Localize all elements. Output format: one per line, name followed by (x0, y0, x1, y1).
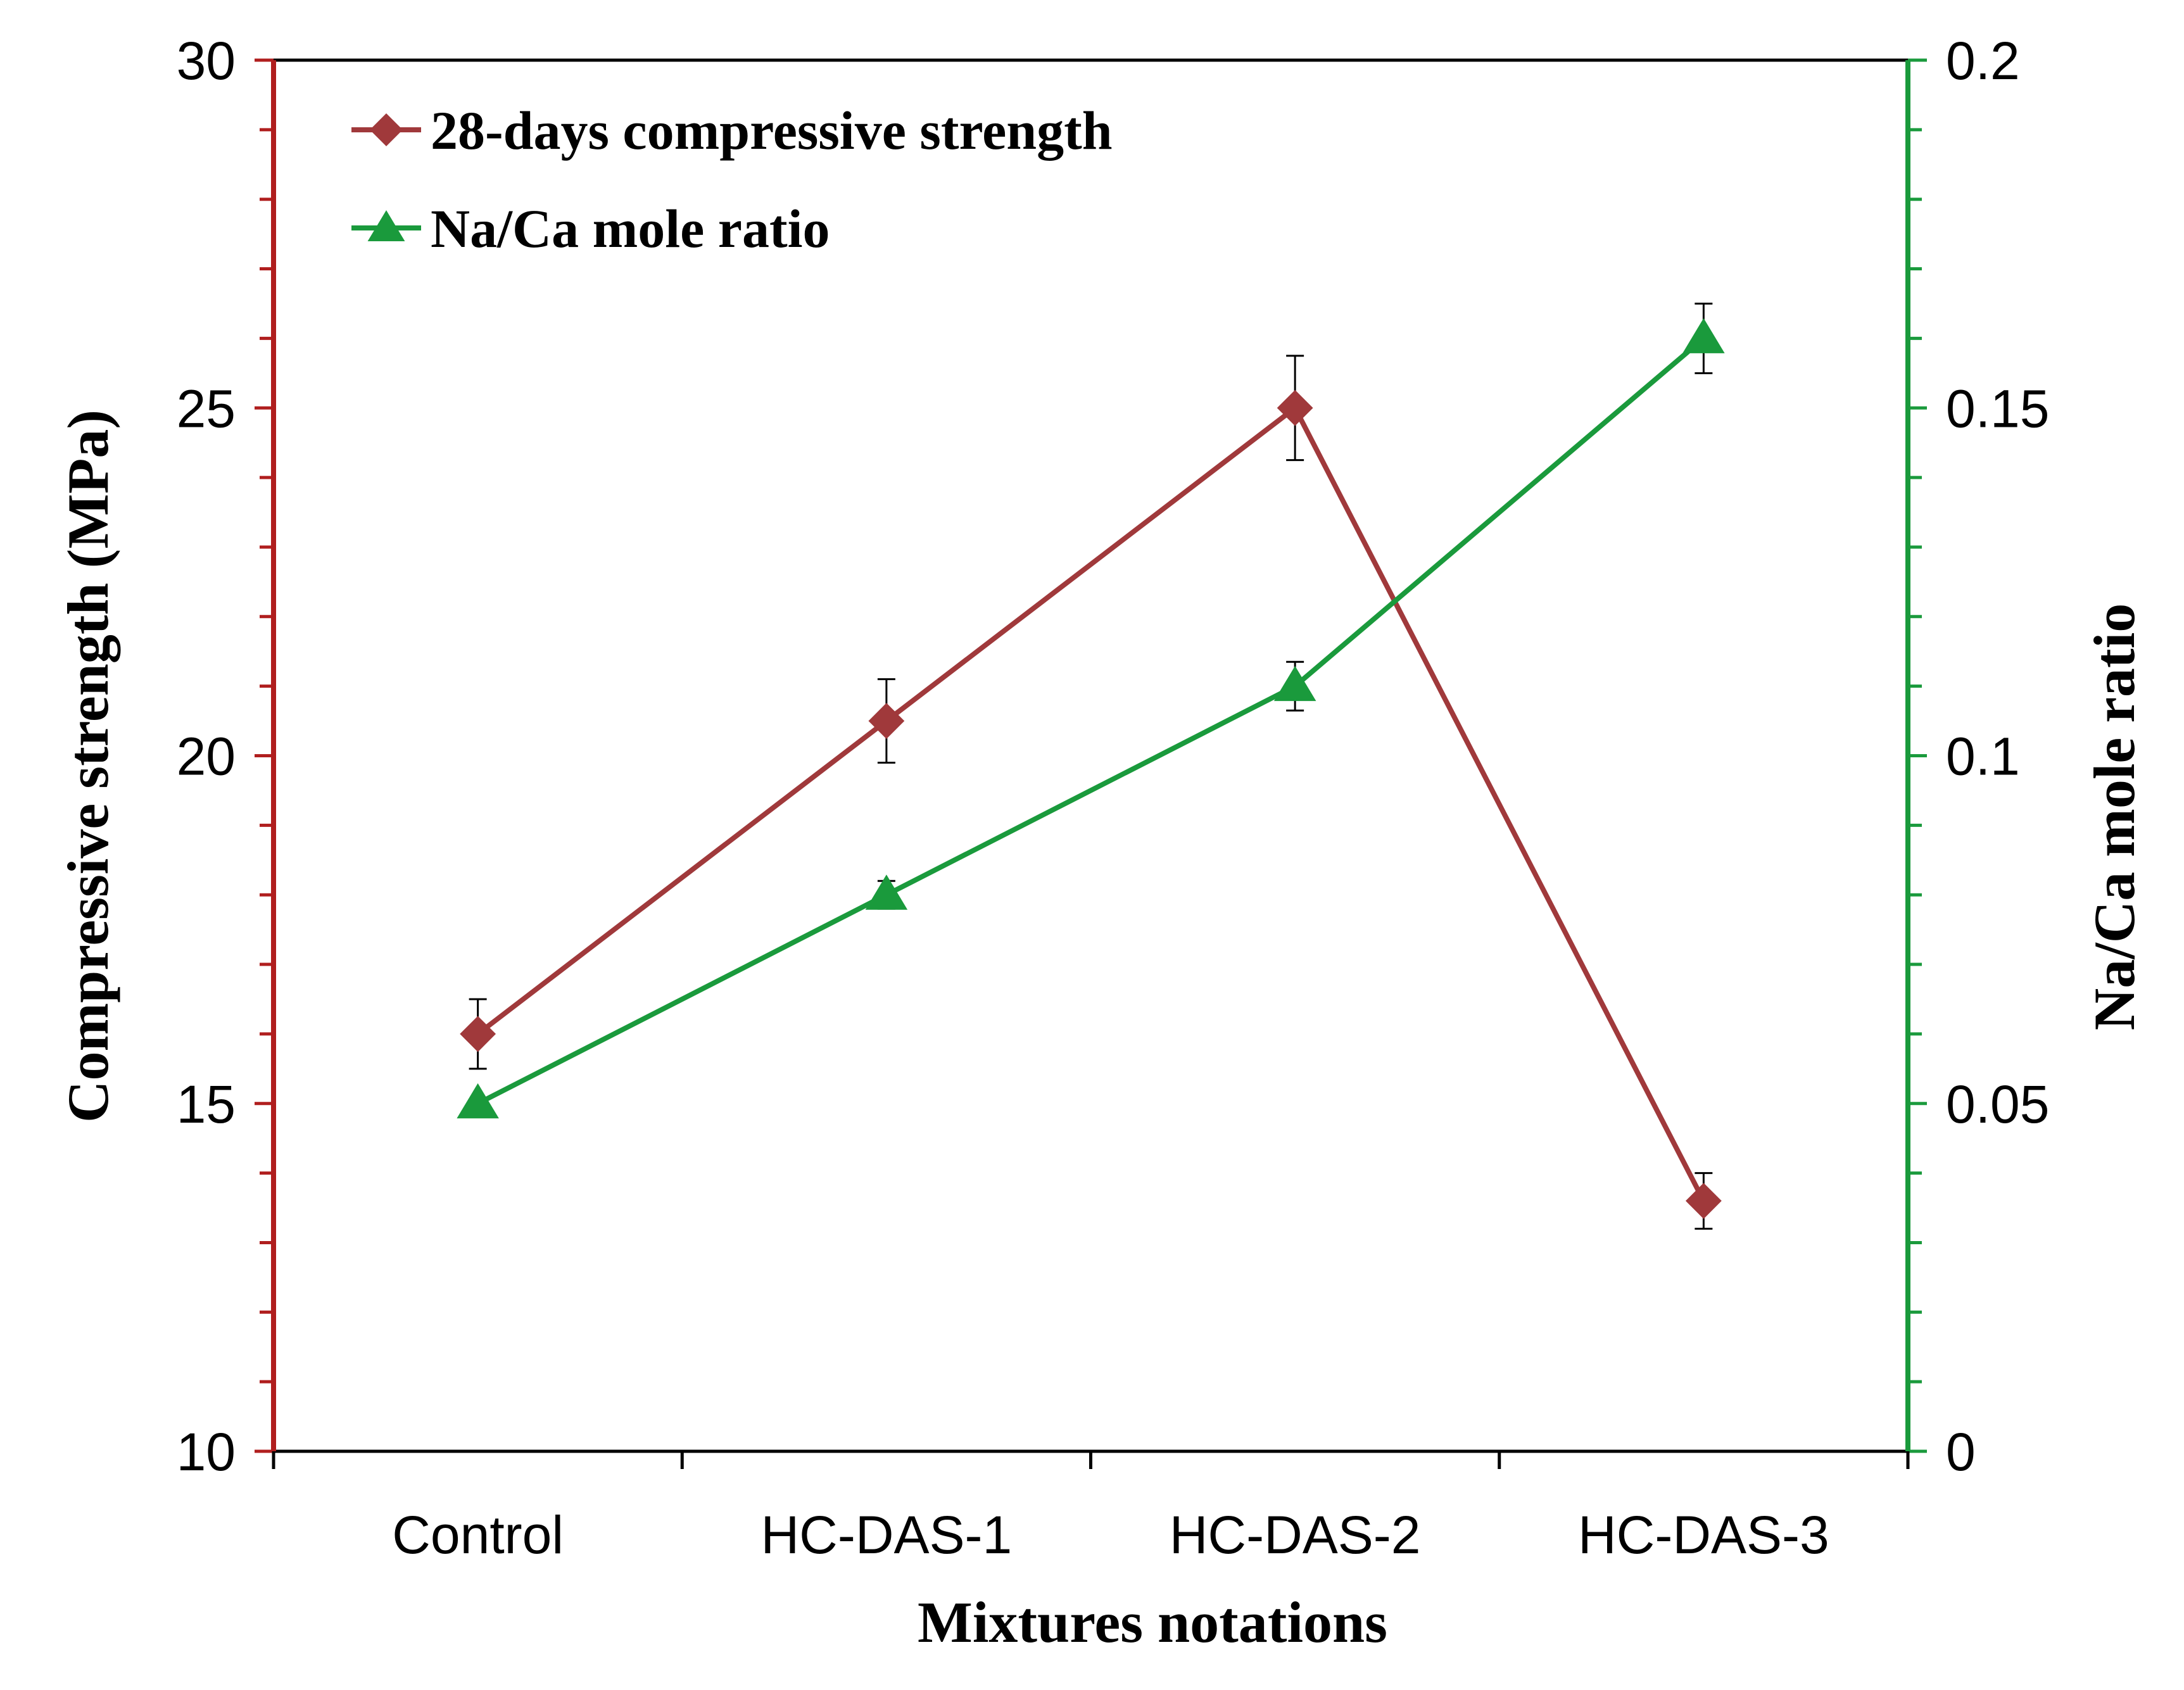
y2-tick-label: 0.05 (1946, 1075, 2050, 1134)
y2-tick-label: 0 (1946, 1422, 1976, 1482)
legend-marker-triangle (367, 210, 405, 241)
legend-entry-1: 28-days compressive strength (351, 100, 1113, 161)
y-tick-label: 25 (177, 379, 236, 438)
y2-tick-label: 0.1 (1946, 727, 2020, 786)
legend: 28-days compressive strength Na/Ca mole r… (351, 100, 1113, 259)
x-tick-label: Control (392, 1505, 564, 1565)
plot-frame (271, 58, 1910, 1453)
legend-label: 28-days compressive strength (431, 100, 1113, 161)
data-point-diamond (460, 1016, 496, 1052)
y-axis-title: Compressive strength (MPa) (56, 410, 120, 1123)
y2-tick-label: 0.2 (1946, 31, 2020, 91)
series-1 (460, 355, 1722, 1230)
data-point-triangle (1682, 318, 1725, 353)
data-point-triangle (1273, 665, 1316, 702)
y-tick-label: 15 (177, 1075, 236, 1134)
series-2 (457, 302, 1725, 1119)
legend-label: Na/Ca mole ratio (431, 198, 830, 259)
data-point-diamond (868, 703, 905, 739)
data-point-diamond (1277, 389, 1313, 426)
legend-marker-diamond (370, 113, 403, 146)
data-point-triangle (457, 1083, 499, 1119)
y-tick-label: 10 (177, 1422, 236, 1482)
series-line (476, 405, 1706, 1202)
x-tick-label: HC-DAS-1 (761, 1505, 1013, 1565)
x-tick-label: HC-DAS-2 (1170, 1505, 1421, 1565)
y-tick-label: 30 (177, 31, 236, 91)
series-line (476, 336, 1705, 1106)
y-tick-label: 20 (177, 727, 236, 786)
legend-entry-2: Na/Ca mole ratio (351, 198, 830, 259)
data-point-diamond (1685, 1183, 1722, 1219)
data-point-triangle (865, 874, 908, 910)
x-tick-label: HC-DAS-3 (1578, 1505, 1829, 1565)
x-axis-title: Mixtures notations (918, 1590, 1387, 1655)
y2-axis-title: Na/Ca mole ratio (2082, 603, 2147, 1031)
series-layer (457, 302, 1725, 1230)
y2-tick-label: 0.15 (1946, 379, 2050, 438)
axis-ticks: 10 15 20 25 30 0 0.05 0.1 0.15 0.2 Control HC-DAS-1… (177, 31, 2050, 1565)
